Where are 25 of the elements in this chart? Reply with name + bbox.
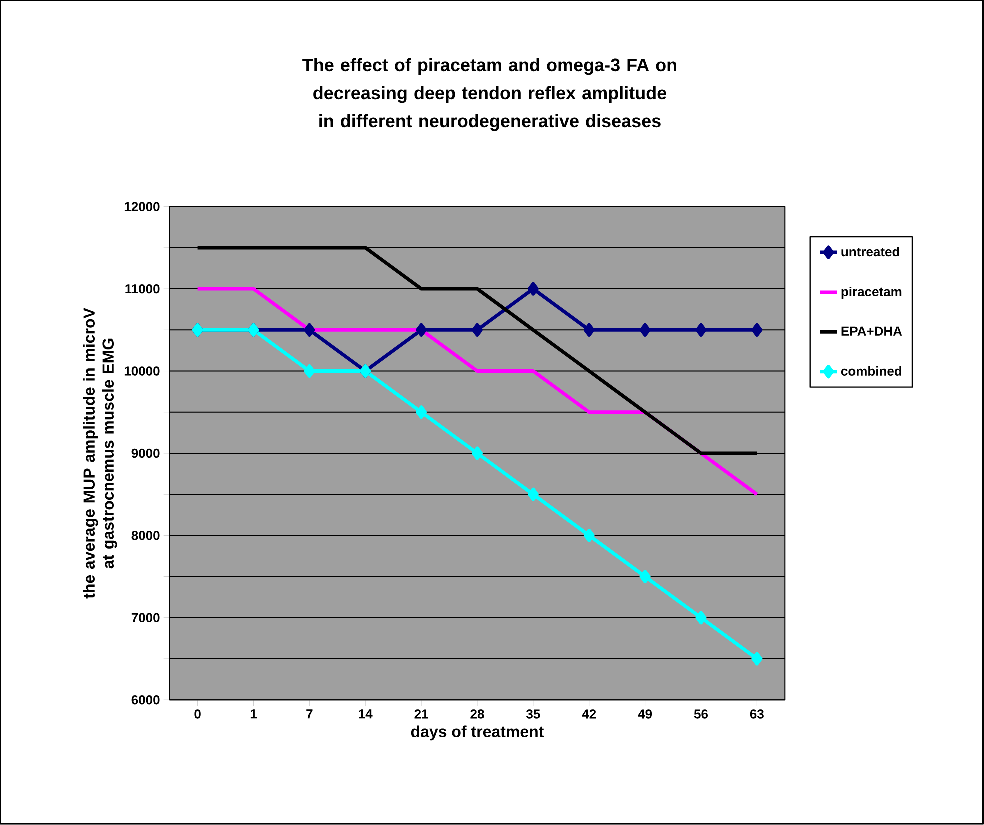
legend-label: untreated (842, 247, 900, 257)
x-tick-label: 1 (250, 710, 257, 719)
x-tick-label: 35 (526, 710, 540, 719)
y-tick-label: 8000 (132, 531, 160, 540)
y-tick-label: 9000 (132, 448, 160, 458)
x-tick-label: 0 (194, 710, 201, 719)
x-tick-label: 42 (582, 710, 596, 719)
x-tick-label: 14 (359, 710, 373, 719)
y-tick-label: 10000 (124, 366, 160, 376)
legend-label: combined (841, 366, 902, 376)
y-tick-label: 12000 (124, 202, 160, 212)
legend-label: piracetam (842, 287, 902, 300)
x-tick-label: 49 (638, 710, 652, 719)
x-tick-label: 28 (470, 710, 484, 719)
x-axis-title: days of treatment (411, 726, 544, 741)
y-tick-label: 6000 (132, 696, 160, 705)
chart-title: The effect of piracetam and omega-3 FA on decreasing deep tendon reflex amplitude in different neurodegenerative diseases (302, 58, 676, 132)
y-tick-label: 7000 (132, 613, 160, 623)
y-tick-label: 11000 (126, 284, 160, 294)
x-tick-label: 56 (694, 710, 708, 719)
x-tick-label: 63 (750, 710, 764, 719)
x-tick-label: 21 (414, 710, 428, 719)
legend-label: EPA+DHA (842, 326, 902, 336)
x-tick-label: 7 (306, 710, 313, 719)
y-axis-title: the average MUP amplitude in microV at gastrocnemus muscle EMG (83, 308, 118, 599)
